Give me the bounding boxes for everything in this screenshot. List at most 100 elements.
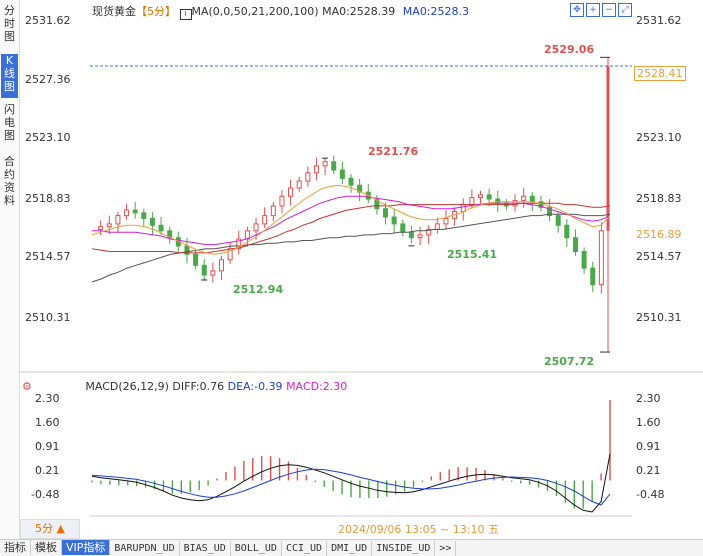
tab-templates[interactable]: 模板 [31,540,62,555]
candle [357,184,363,193]
macd-tick-right: 2.30 [636,392,661,405]
fullscreen-icon[interactable]: ⤢ [618,3,632,17]
macd-value: MACD:2.30 [286,380,348,393]
ma0-value: MA0:2528.39 [322,5,396,18]
candle [383,208,389,218]
price-tick-left: 2527.36 [25,73,71,86]
price-tick-right: 2531.62 [636,14,682,27]
tab-kline[interactable]: K线图 [1,54,18,98]
macd-diff: DIFF:0.76 [172,380,225,393]
price-tick-left: 2510.31 [25,311,71,324]
dea-line [91,468,611,506]
move-icon[interactable]: ✥ [570,3,584,17]
candle [443,217,449,225]
macd-dea: DEA:-0.39 [227,380,283,393]
macd-tick-right: 0.21 [636,464,661,477]
candle [564,224,570,239]
candle [478,194,483,199]
candle [547,206,553,217]
candle [305,172,311,182]
sidebar: 分时图 K线图 闪电图 合约资料 [0,0,20,540]
macd-tick-left: 2.30 [35,392,60,405]
symbol-name: 现货黄金 [92,5,136,18]
ma-line-orange [91,184,611,255]
candle [270,205,276,217]
candle [236,238,242,250]
ma-price-tag: 2516.89 [636,228,682,241]
tab-boll[interactable]: BOLL_UD [231,541,282,556]
macd-header: ⚙ MACD(26,12,9) DIFF:0.76 DEA:-0.39 MACD… [22,380,347,393]
trough-label: 2512.94 [233,283,284,296]
candle [141,212,147,219]
macd-tick-right: 0.91 [636,440,661,453]
candle [495,198,501,204]
trough-label-2: 2515.41 [447,248,498,261]
ma-line-gray [91,213,611,283]
tab-vip-indicators[interactable]: VIP指标 [62,540,111,555]
tab-barupdn[interactable]: BARUPDN_UD [110,541,180,556]
tab-flash[interactable]: 闪电图 [4,103,15,142]
candle [322,161,328,167]
tab-bias[interactable]: BIAS_UD [180,541,231,556]
ma-label: MA(0,0,50,21,200,100) [191,5,319,18]
tab-timeshare[interactable]: 分时图 [4,4,15,43]
candle [115,215,121,225]
candle [486,194,492,200]
macd-tick-right: -0.48 [636,488,665,501]
candle [201,264,207,276]
ma0-value-2: MA0:2528.3 [402,5,470,18]
candle [193,253,199,266]
ma-line-magenta [92,195,611,246]
candle [167,230,173,239]
price-chart[interactable] [0,0,703,540]
peak-label: 2521.76 [368,145,419,158]
candle [253,223,259,232]
indicator-tab-bar: 指标 模板 VIP指标 BARUPDN_UD BIAS_UD BOLL_UD CCI_UD D… [0,539,703,556]
period-tag: 【5分】 [136,5,176,18]
more-tabs-button[interactable]: >> [435,541,457,556]
candle [296,180,302,189]
candle [339,169,345,179]
diff-line [91,453,611,513]
candle [529,195,535,203]
macd-tick-left: -0.48 [31,488,60,501]
price-tick-left: 2531.62 [25,14,71,27]
price-tick-right: 2523.10 [636,131,682,144]
candle [124,209,130,217]
candle [313,165,319,174]
candle [279,195,285,207]
price-tick-right: 2518.83 [636,192,682,205]
candle [606,66,610,231]
candle [158,224,164,232]
candle [426,228,432,236]
candle [348,177,354,186]
candle [288,187,294,197]
macd-tick-left: 0.21 [35,464,60,477]
tab-indicators[interactable]: 指标 [0,540,31,555]
price-tick-left: 2514.57 [25,250,71,263]
price-tick-left: 2518.83 [25,192,71,205]
price-tick-right: 2514.57 [636,250,682,263]
tab-cci[interactable]: CCI_UD [282,541,328,556]
high-label: 2529.06 [544,43,595,56]
candle [262,215,268,225]
candle [210,270,216,276]
zoom-out-icon[interactable]: − [602,3,616,17]
low-label: 2507.72 [544,355,595,368]
candle [184,245,190,255]
candle [417,234,423,239]
tab-contract-info[interactable]: 合约资料 [4,155,15,207]
tab-dmi[interactable]: DMI_UD [327,541,373,556]
candle [149,217,155,226]
indicator-icon[interactable]: ⌇ [179,9,192,20]
zoom-in-icon[interactable]: + [586,3,600,17]
macd-tick-left: 1.60 [35,416,60,429]
tab-inside[interactable]: INSIDE_UD [372,541,436,556]
candle [521,195,527,201]
price-tick-left: 2523.10 [25,131,71,144]
candle [581,251,587,269]
candle [132,209,138,214]
period-button[interactable]: 5分 ▲ [20,519,80,539]
macd-settings-icon[interactable]: ⚙ [22,380,32,393]
macd-label: MACD(26,12,9) [85,380,169,393]
